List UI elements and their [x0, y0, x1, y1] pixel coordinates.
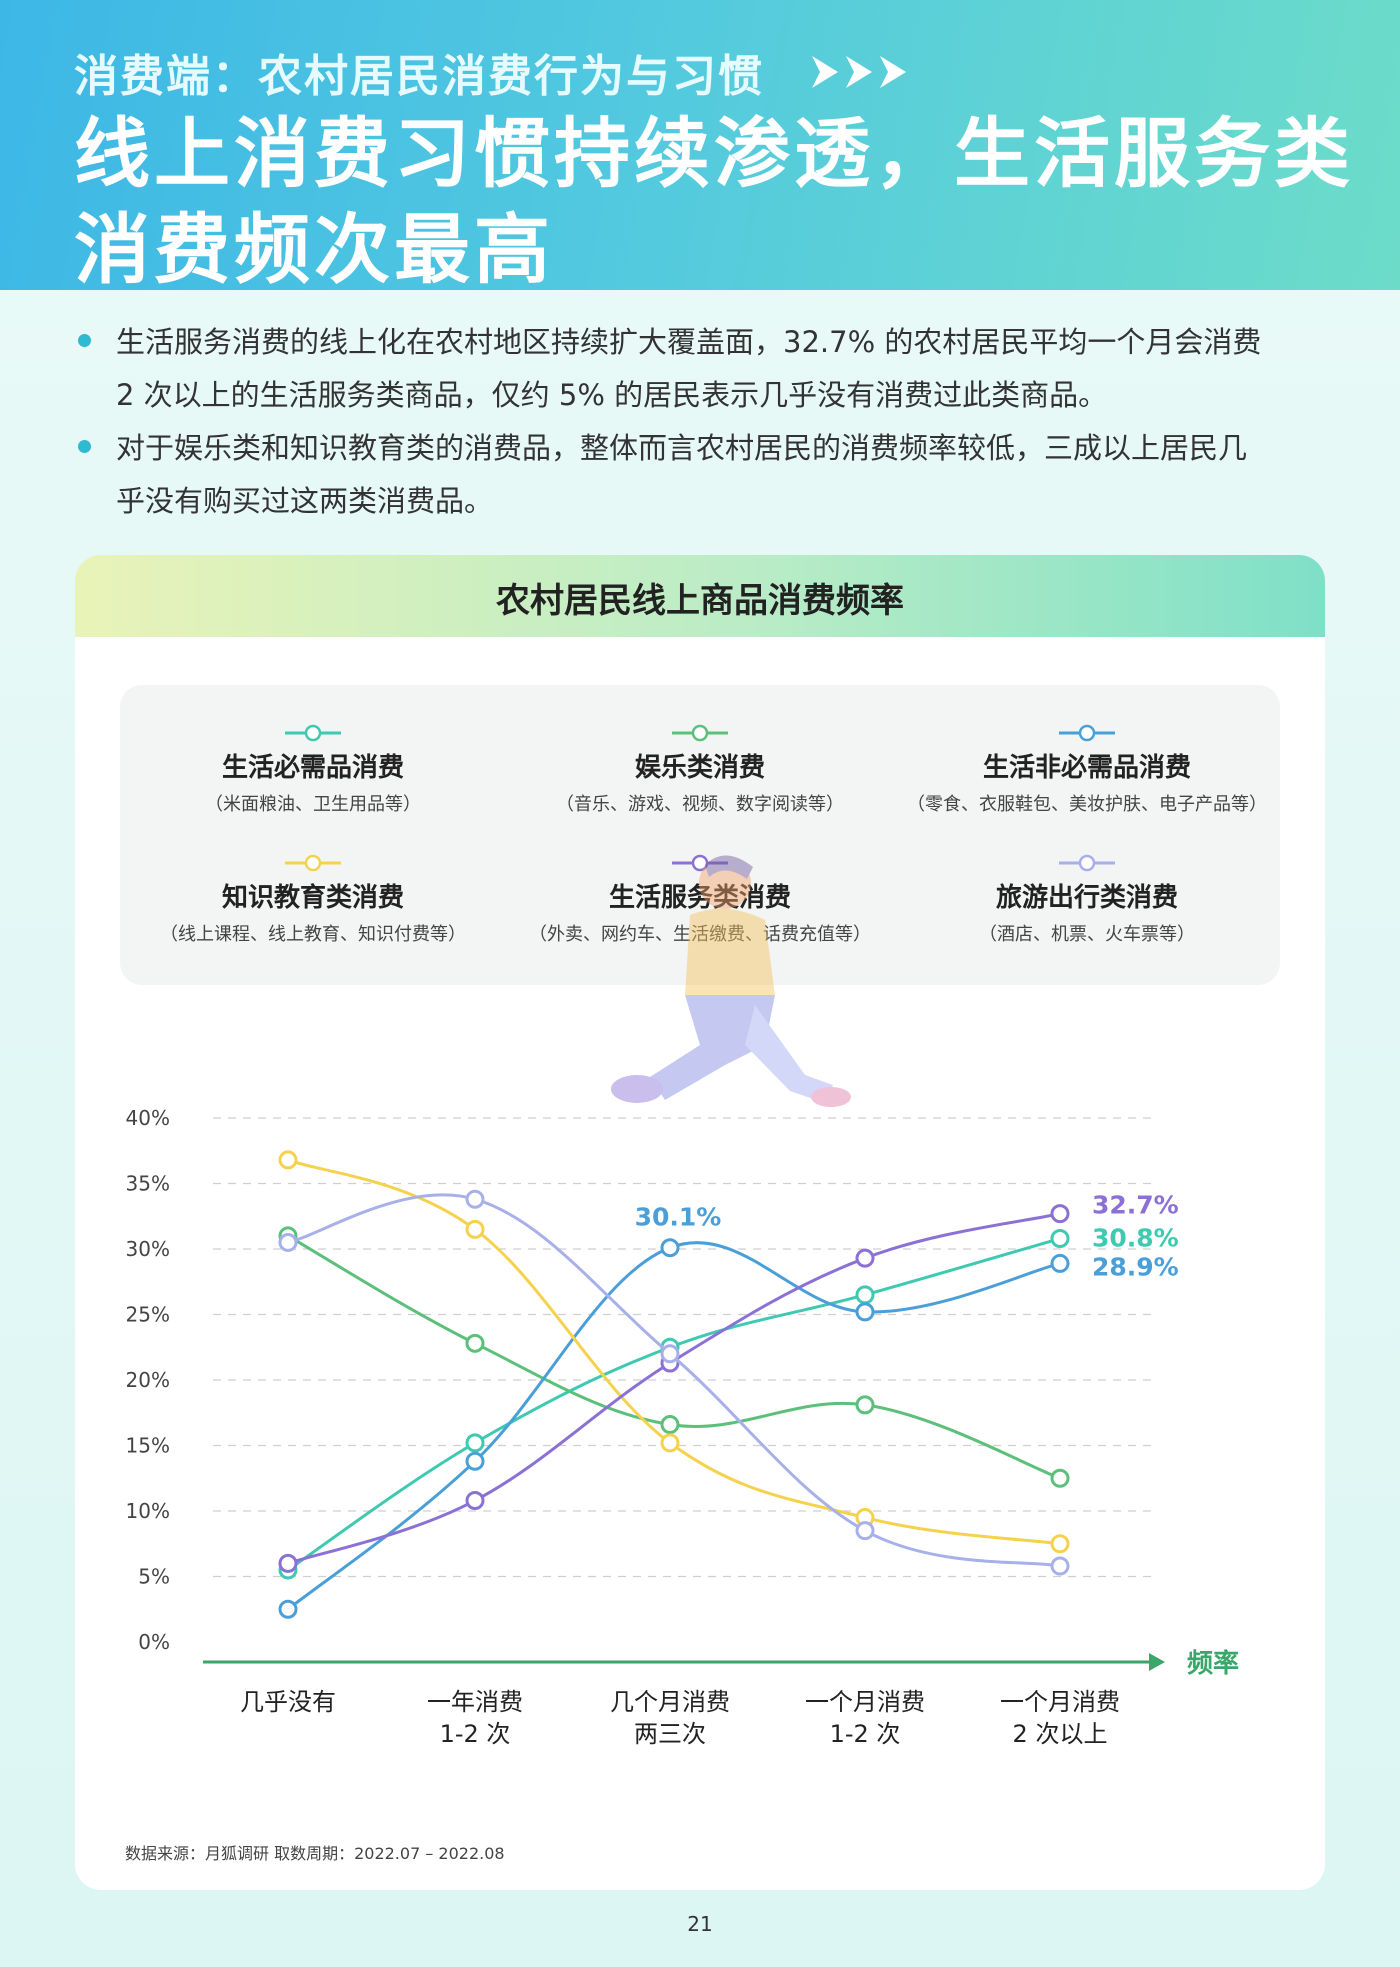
data-label: 32.7%: [1092, 1191, 1179, 1220]
y-tick-label: 25%: [126, 1303, 170, 1327]
legend-line-necessity-icon: [285, 724, 341, 742]
legend-item-necessity: 生活必需品消费 （米面粮油、卫生用品等）: [120, 723, 506, 816]
data-label: 30.8%: [1092, 1224, 1179, 1253]
legend-line-education-icon: [285, 854, 341, 872]
legend-sub: （外卖、网约车、生活缴费、话费充值等）: [507, 920, 893, 946]
legend-name: 知识教育类消费: [221, 883, 404, 913]
bullet-list: 生活服务消费的线上化在农村地区持续扩大覆盖面，32.7% 的农村居民平均一个月会…: [74, 316, 1334, 528]
data-point-education: [278, 1150, 298, 1170]
data-point-travel: [465, 1189, 485, 1209]
y-tick-label: 0%: [138, 1630, 170, 1654]
bullet-line: 对于娱乐类和知识教育类的消费品，整体而言农村居民的消费频率较低，三成以上居民几: [116, 431, 1248, 465]
bullet-item: 对于娱乐类和知识教育类的消费品，整体而言农村居民的消费频率较低，三成以上居民几 …: [74, 422, 1334, 528]
x-tick-label: 几乎没有: [240, 1688, 336, 1716]
page-number: 21: [687, 1912, 713, 1936]
data-point-service: [465, 1491, 485, 1511]
data-point-travel: [278, 1232, 298, 1252]
data-point-nonnecessity: [660, 1238, 680, 1258]
page-headline: 线上消费习惯持续渗透，生活服务类 消费频次最高: [74, 106, 1354, 298]
y-tick-label: 40%: [126, 1106, 170, 1130]
series-line-service: [287, 1212, 1061, 1565]
legend-item-travel: 旅游出行类消费 （酒店、机票、火车票等）: [894, 853, 1280, 946]
legend-name: 旅游出行类消费: [995, 883, 1178, 913]
legend-sub: （酒店、机票、火车票等）: [979, 924, 1195, 945]
data-label: 30.1%: [635, 1203, 722, 1232]
x-tick-label: 一年消费: [427, 1688, 523, 1716]
bullet-dot-icon: [78, 440, 91, 453]
x-tick-label: 1-2 次: [440, 1720, 511, 1748]
triple-arrow-icon: [812, 56, 906, 88]
series-line-necessity: [287, 1237, 1061, 1572]
data-point-education: [660, 1433, 680, 1453]
headline-line-2: 消费频次最高: [74, 205, 554, 294]
data-point-nonnecessity: [465, 1451, 485, 1471]
data-point-education: [465, 1219, 485, 1239]
y-tick-label: 15%: [126, 1434, 170, 1458]
legend-sub: （音乐、游戏、视频、数字阅读等）: [556, 794, 844, 815]
data-point-nonnecessity: [1050, 1253, 1070, 1273]
legend-line-entertainment-icon: [672, 724, 728, 742]
y-tick-label: 20%: [126, 1368, 170, 1392]
x-tick-label: 1-2 次: [830, 1720, 901, 1748]
header-banner: 消费端：农村居民消费行为与习惯 线上消费习惯持续渗透，生活服务类 消费频次最高: [0, 0, 1400, 294]
legend-line-nonnecessity-icon: [1059, 724, 1115, 742]
chart-card-header: 农村居民线上商品消费频率: [75, 555, 1325, 637]
x-tick-label: 一个月消费: [1000, 1688, 1120, 1716]
data-point-travel: [1050, 1556, 1070, 1576]
data-point-nonnecessity: [855, 1302, 875, 1322]
data-point-service: [1050, 1204, 1070, 1224]
y-tick-label: 5%: [138, 1565, 170, 1589]
data-point-necessity: [465, 1433, 485, 1453]
bullet-line: 2 次以上的生活服务类商品，仅约 5% 的居民表示几乎没有消费过此类商品。: [116, 378, 1108, 412]
data-point-nonnecessity: [278, 1599, 298, 1619]
legend-sub: （线上课程、线上教育、知识付费等）: [160, 924, 466, 945]
bullet-dot-icon: [78, 334, 91, 347]
data-point-travel: [855, 1521, 875, 1541]
chart-card: 农村居民线上商品消费频率 生活必需品消费 （米面粮油、卫生用品等） 娱乐类消费 …: [75, 555, 1325, 1890]
x-tick-label: 几个月消费: [610, 1688, 730, 1716]
data-point-education: [1050, 1534, 1070, 1554]
bullet-line: 乎没有购买过这两类消费品。: [116, 484, 494, 518]
data-point-entertainment: [1050, 1468, 1070, 1488]
data-point-entertainment: [660, 1415, 680, 1435]
legend-sub: （零食、衣服鞋包、美妆护肤、电子产品等）: [907, 794, 1267, 815]
section-kicker: 消费端：农村居民消费行为与习惯: [74, 51, 764, 102]
legend-name: 生活非必需品消费: [982, 753, 1191, 783]
legend-sub: （米面粮油、卫生用品等）: [205, 794, 421, 815]
data-point-travel: [660, 1344, 680, 1364]
legend-item-service: 生活服务类消费 （外卖、网约车、生活缴费、话费充值等）: [507, 853, 893, 946]
y-tick-label: 10%: [126, 1499, 170, 1523]
x-tick-label: 2 次以上: [1013, 1720, 1108, 1748]
data-point-service: [278, 1553, 298, 1573]
legend-line-service-icon: [672, 854, 728, 872]
legend-name: 娱乐类消费: [634, 753, 765, 783]
running-person-illustration: [611, 855, 851, 1107]
legend-name: 生活服务类消费: [608, 883, 791, 913]
legend-item-entertainment: 娱乐类消费 （音乐、游戏、视频、数字阅读等）: [507, 723, 893, 816]
data-point-entertainment: [465, 1333, 485, 1353]
chart-title: 农村居民线上商品消费频率: [496, 581, 904, 621]
y-tick-label: 35%: [126, 1172, 170, 1196]
x-axis-arrow-icon: [1149, 1653, 1165, 1671]
bullet-item: 生活服务消费的线上化在农村地区持续扩大覆盖面，32.7% 的农村居民平均一个月会…: [74, 316, 1334, 422]
data-point-service: [855, 1248, 875, 1268]
data-source-note: 数据来源：月狐调研 取数周期：2022.07 – 2022.08: [125, 1844, 505, 1863]
data-point-entertainment: [855, 1395, 875, 1415]
headline-line-1: 线上消费习惯持续渗透，生活服务类: [74, 109, 1354, 198]
x-axis-label: 频率: [1187, 1648, 1239, 1679]
legend-item-education: 知识教育类消费 （线上课程、线上教育、知识付费等）: [120, 853, 506, 946]
x-tick-label: 一个月消费: [805, 1688, 925, 1716]
data-label: 28.9%: [1092, 1252, 1179, 1281]
bullet-line: 生活服务消费的线上化在农村地区持续扩大覆盖面，32.7% 的农村居民平均一个月会…: [116, 325, 1262, 359]
legend-line-travel-icon: [1059, 854, 1115, 872]
data-point-necessity: [1050, 1229, 1070, 1249]
y-tick-label: 30%: [126, 1237, 170, 1261]
data-point-necessity: [855, 1285, 875, 1305]
chart-legend: 生活必需品消费 （米面粮油、卫生用品等） 娱乐类消费 （音乐、游戏、视频、数字阅…: [120, 685, 1280, 985]
x-tick-label: 两三次: [634, 1720, 706, 1748]
legend-name: 生活必需品消费: [221, 753, 404, 783]
legend-item-nonnecessity: 生活非必需品消费 （零食、衣服鞋包、美妆护肤、电子产品等）: [894, 723, 1280, 816]
